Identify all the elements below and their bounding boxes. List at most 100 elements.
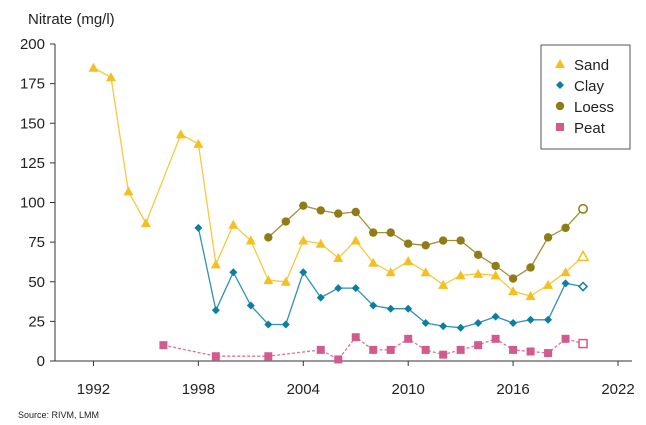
data-point-loess [386,228,395,237]
data-point-loess [334,209,343,218]
data-point-sand [140,218,151,228]
data-point-loess [369,228,378,237]
series-clay [194,223,589,332]
series-loess [264,201,588,283]
data-point-clay [386,304,395,313]
legend: Sand Clay Loess Peat [540,44,631,150]
data-point-peat [561,334,570,343]
data-point-sand [280,276,291,286]
data-point-clay [334,284,343,293]
data-point-clay [544,315,553,324]
y-tick-label: 50 [28,274,45,291]
legend-marker-loess [555,101,565,111]
data-point-peat [351,333,360,342]
data-point-sand [228,219,239,229]
data-point-sand [210,259,221,269]
series-sand [88,62,590,301]
x-tick-label: 2016 [496,381,529,398]
legend-item-sand: Sand [555,57,609,74]
data-point-loess [543,233,553,242]
data-point-clay [456,323,465,332]
source-label: Source: RIVM, LMM [18,410,99,420]
data-point-peat [159,341,168,350]
data-point-peat [316,345,325,354]
data-point-peat [544,349,553,358]
y-tick-label: 100 [20,195,45,212]
provisional-point-peat [578,338,588,349]
data-point-peat [369,345,378,354]
data-point-clay [316,293,325,302]
data-point-peat [456,345,465,354]
data-point-sand [368,257,379,267]
x-tick-label: 2004 [287,381,320,398]
data-point-clay [211,306,220,315]
y-tick-label: 175 [20,76,45,93]
data-point-loess [281,217,290,226]
legend-label-clay: Clay [574,78,605,95]
data-point-clay [351,284,360,293]
data-point-peat [421,345,430,354]
data-point-clay [194,223,203,232]
provisional-point-sand [576,249,590,262]
legend-marker-peat [556,123,564,131]
legend-marker-clay [556,81,564,89]
data-point-clay [369,301,378,310]
y-axis-label: Nitrate (mg/l) [28,11,115,28]
data-point-peat [404,334,413,343]
data-point-sand [123,186,134,196]
data-point-loess [421,241,430,250]
data-point-clay [474,318,483,327]
y-tick-label: 25 [28,313,45,330]
data-point-clay [421,318,430,327]
data-point-sand [315,238,326,248]
data-point-sand [525,291,536,301]
x-tick-label: 1998 [182,381,215,398]
data-point-clay [246,301,255,310]
data-point-loess [299,201,308,210]
provisional-point-loess [578,203,588,214]
data-point-loess [508,274,518,283]
legend-box [540,44,631,150]
data-point-sand [385,267,396,277]
data-point-sand [88,62,99,72]
series-peat [159,333,588,364]
axes: 0 25 50 75 100 125 150 175 200 1992 1998 2004 2010 20… [20,36,635,398]
x-tick-label: 2010 [392,381,425,398]
data-point-loess [456,236,465,245]
data-point-peat [211,352,220,361]
data-point-sand [263,275,274,285]
data-point-loess [526,263,535,272]
data-point-sand [490,270,501,280]
data-point-sand [420,267,431,277]
legend-label-loess: Loess [574,99,614,116]
data-point-peat [264,352,273,361]
data-point-clay [526,315,535,324]
data-point-sand [455,270,466,280]
data-point-clay [491,312,500,321]
data-point-loess [351,207,360,217]
data-point-clay [509,318,518,327]
data-point-sand [473,268,484,278]
x-tick-label: 1992 [77,381,110,398]
data-point-sand [193,138,204,148]
data-point-clay [299,268,308,277]
data-point-loess [316,206,325,215]
data-point-sand [333,252,344,262]
data-point-peat [491,334,500,343]
y-tick-label: 75 [28,234,45,251]
data-point-clay [229,268,238,277]
data-point-sand [105,72,116,82]
legend-marker-sand [555,59,565,68]
data-point-loess [473,250,483,260]
series-line-clay [197,227,584,329]
series-layer [88,62,590,364]
legend-item-clay: Clay [556,78,605,95]
data-point-sand [438,279,449,289]
y-tick-label: 0 [37,353,45,370]
data-point-sand [350,235,361,245]
x-tick-label: 2022 [601,381,634,398]
data-point-peat [386,345,395,354]
legend-item-peat: Peat [556,120,606,137]
data-point-clay [404,304,413,313]
